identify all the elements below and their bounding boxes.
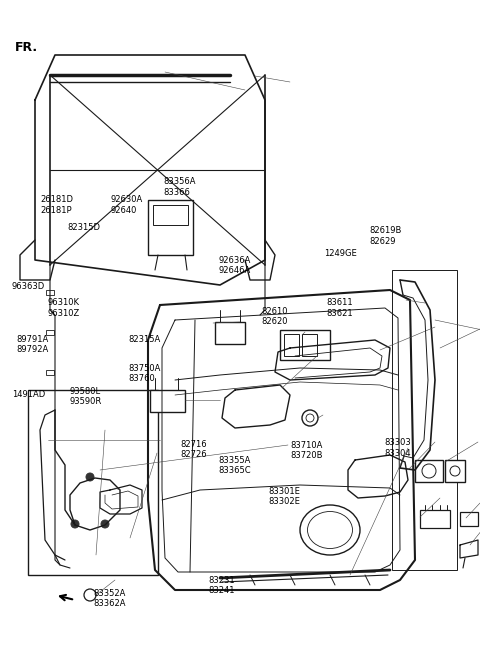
Text: FR.: FR.	[14, 41, 37, 54]
FancyBboxPatch shape	[46, 330, 54, 335]
FancyBboxPatch shape	[46, 450, 54, 455]
FancyBboxPatch shape	[420, 510, 450, 528]
FancyBboxPatch shape	[46, 500, 54, 505]
Text: 82315A: 82315A	[129, 335, 161, 344]
Text: 83231
83241: 83231 83241	[209, 576, 235, 596]
Circle shape	[86, 473, 94, 481]
FancyBboxPatch shape	[153, 205, 188, 225]
Circle shape	[414, 396, 422, 404]
Text: 93580L
93590R: 93580L 93590R	[70, 387, 102, 407]
FancyBboxPatch shape	[445, 460, 465, 482]
Circle shape	[71, 520, 79, 528]
Circle shape	[302, 410, 318, 426]
Text: 83356A
83366: 83356A 83366	[163, 177, 196, 197]
FancyBboxPatch shape	[284, 334, 299, 356]
Circle shape	[422, 464, 436, 478]
Text: 83710A
83720B: 83710A 83720B	[290, 441, 323, 461]
Circle shape	[450, 466, 460, 476]
Circle shape	[306, 414, 314, 422]
Circle shape	[414, 356, 422, 364]
Text: 83352A
83362A: 83352A 83362A	[94, 589, 126, 609]
Text: 82315D: 82315D	[67, 223, 100, 232]
Text: 82619B
82629: 82619B 82629	[370, 226, 402, 246]
Ellipse shape	[300, 505, 360, 555]
Text: 1491AD: 1491AD	[12, 390, 45, 400]
Circle shape	[111, 533, 125, 547]
FancyBboxPatch shape	[46, 290, 54, 295]
Circle shape	[84, 589, 96, 601]
FancyBboxPatch shape	[460, 512, 478, 526]
FancyBboxPatch shape	[392, 270, 457, 570]
Circle shape	[414, 426, 422, 434]
Text: 92630A
92640: 92630A 92640	[110, 195, 143, 215]
Text: 83750A
83760: 83750A 83760	[129, 364, 161, 384]
Circle shape	[84, 549, 96, 561]
Text: 89791A
89792A: 89791A 89792A	[17, 335, 49, 354]
Circle shape	[101, 520, 109, 528]
Text: 26181D
26181P: 26181D 26181P	[41, 195, 74, 215]
FancyBboxPatch shape	[148, 200, 193, 255]
Circle shape	[414, 316, 422, 324]
Circle shape	[106, 528, 130, 552]
FancyBboxPatch shape	[46, 410, 54, 415]
Text: 92636A
92646A: 92636A 92646A	[218, 256, 251, 276]
Text: 96310K
96310Z: 96310K 96310Z	[48, 298, 80, 318]
Text: 83611
83621: 83611 83621	[326, 298, 353, 318]
FancyBboxPatch shape	[28, 390, 158, 575]
FancyBboxPatch shape	[46, 370, 54, 375]
FancyBboxPatch shape	[415, 460, 443, 482]
FancyBboxPatch shape	[150, 390, 185, 412]
Ellipse shape	[308, 512, 352, 548]
Text: 83301E
83302E: 83301E 83302E	[269, 487, 300, 506]
Text: 82610
82620: 82610 82620	[262, 307, 288, 327]
FancyBboxPatch shape	[215, 322, 245, 344]
FancyBboxPatch shape	[280, 330, 330, 360]
Text: 96363D: 96363D	[12, 282, 45, 291]
Text: 82716
82726: 82716 82726	[180, 440, 206, 459]
Text: 1249GE: 1249GE	[324, 249, 357, 258]
Text: 83355A
83365C: 83355A 83365C	[218, 456, 251, 476]
FancyBboxPatch shape	[302, 334, 317, 356]
Text: 83303
83304: 83303 83304	[384, 438, 411, 458]
